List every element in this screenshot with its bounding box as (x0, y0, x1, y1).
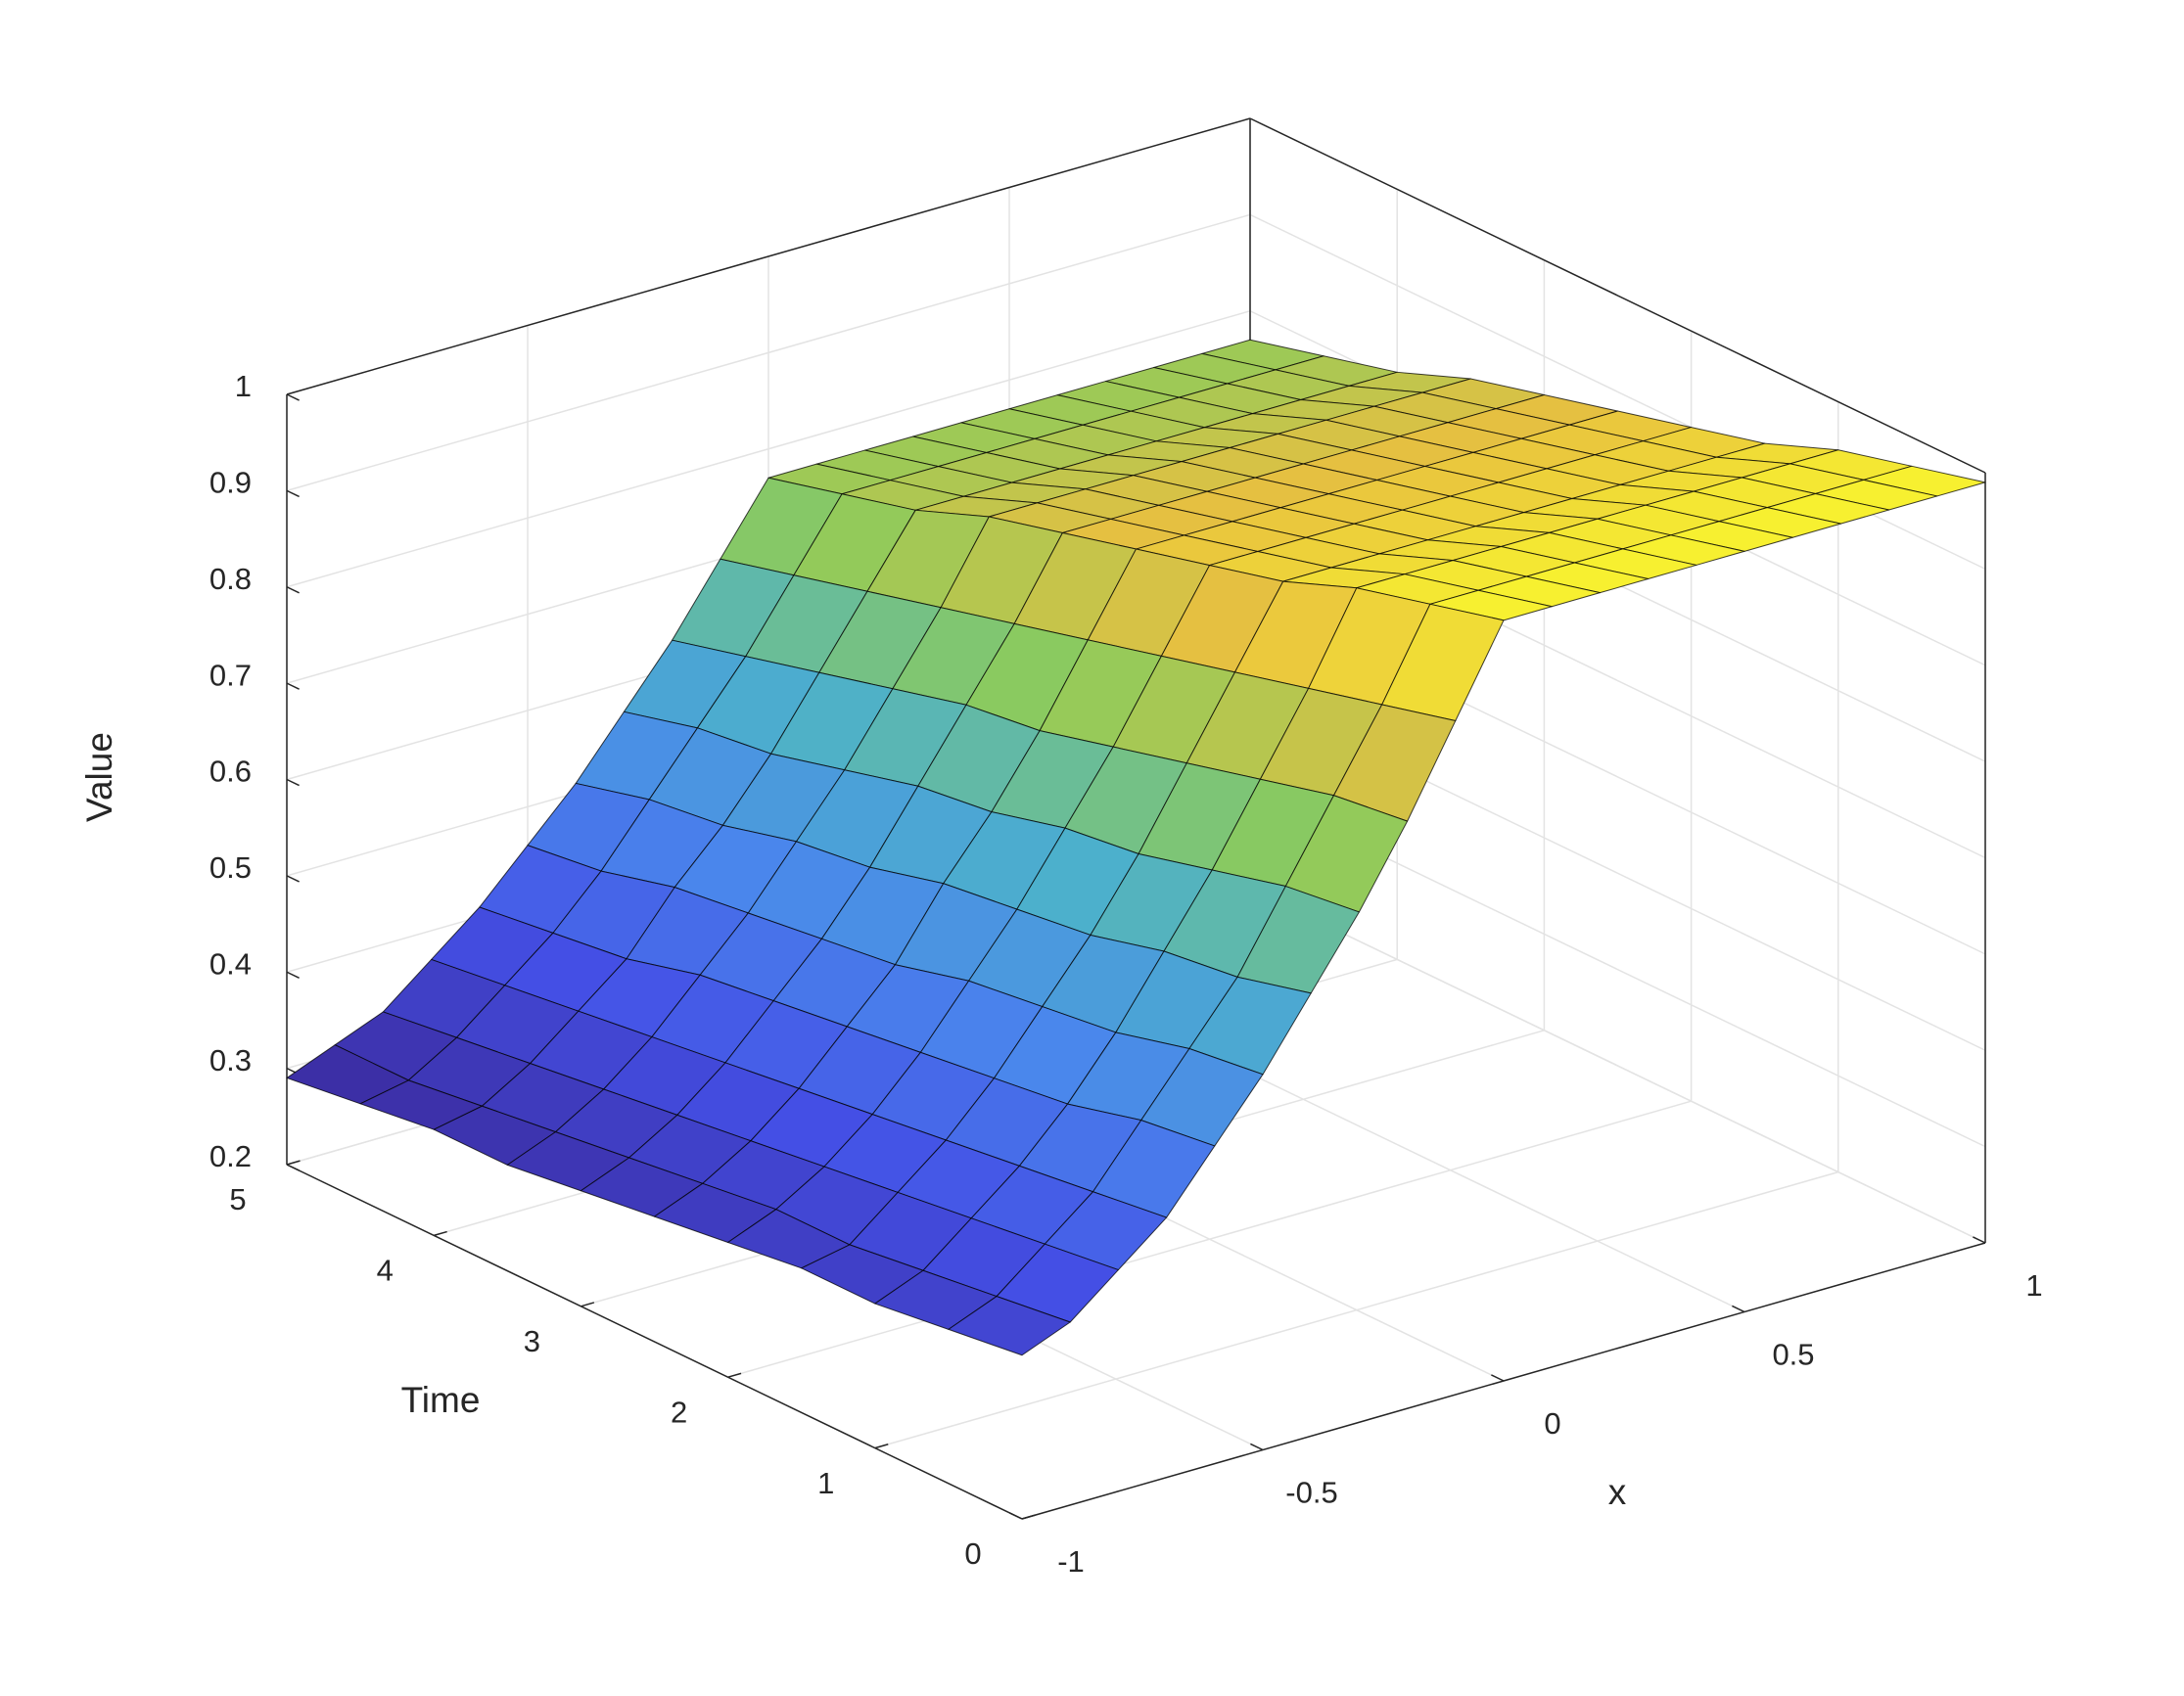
grid-line (1249, 888, 1986, 1244)
z-tick-label: 0.3 (209, 1043, 252, 1077)
x-tick-mark (1009, 1512, 1023, 1520)
x-tick-mark (1491, 1374, 1505, 1382)
z-tick-mark (286, 1164, 300, 1171)
z-tick-mark (286, 393, 300, 401)
x-tick-mark (1973, 1236, 1986, 1244)
y-tick-label: 0 (964, 1536, 981, 1571)
y-tick-label: 2 (671, 1395, 687, 1429)
axis-box-edge (1249, 117, 1986, 474)
z-tick-label: 0.8 (209, 562, 252, 596)
z-axis-label: Value (79, 732, 119, 822)
grid-line (286, 310, 1251, 588)
z-tick-mark (286, 875, 300, 883)
x-tick-mark (1250, 1443, 1264, 1451)
y-tick-mark (874, 1444, 889, 1449)
z-tick-mark (286, 586, 300, 594)
axis-box-edge (286, 117, 1251, 395)
grid-line (727, 1100, 1692, 1378)
z-tick-mark (286, 971, 300, 980)
y-tick-mark (581, 1302, 595, 1307)
y-tick-mark (727, 1372, 742, 1378)
z-tick-label: 1 (235, 369, 252, 403)
x-tick-label: 0 (1544, 1406, 1560, 1441)
y-tick-label: 3 (524, 1324, 540, 1358)
z-tick-label: 0.6 (209, 755, 252, 789)
z-tick-label: 0.4 (209, 946, 252, 981)
z-tick-mark (286, 682, 300, 690)
y-tick-label: 1 (817, 1466, 834, 1500)
surface-patch (948, 1296, 1071, 1356)
y-tick-mark (1021, 1514, 1036, 1520)
z-tick-mark (286, 778, 300, 787)
y-tick-label: 5 (229, 1182, 246, 1216)
y-tick-label: 4 (377, 1254, 394, 1288)
z-tick-label: 0.5 (209, 850, 252, 885)
x-tick-label: 1 (2025, 1268, 2042, 1303)
grid-line (286, 213, 1251, 492)
z-tick-label: 0.7 (209, 658, 252, 692)
x-tick-label: 0.5 (1772, 1338, 1814, 1372)
y-tick-mark (286, 1160, 301, 1166)
z-tick-label: 0.9 (209, 466, 252, 500)
y-axis-label: Time (401, 1380, 481, 1420)
x-tick-label: -1 (1057, 1544, 1085, 1579)
axis-box-edge (286, 1164, 1023, 1520)
z-tick-mark (286, 489, 300, 498)
y-tick-mark (433, 1230, 447, 1237)
x-tick-label: -0.5 (1285, 1476, 1337, 1510)
z-tick-label: 0.2 (209, 1139, 252, 1173)
x-tick-mark (1732, 1305, 1745, 1313)
grid-line (874, 1170, 1839, 1449)
x-axis-label: x (1608, 1472, 1627, 1512)
